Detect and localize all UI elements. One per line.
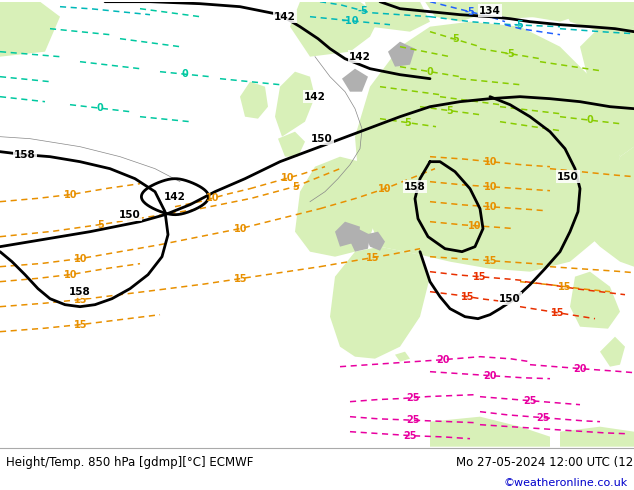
Text: 158: 158 <box>69 287 91 296</box>
Polygon shape <box>520 1 590 22</box>
Text: Height/Temp. 850 hPa [gdmp][°C] ECMWF: Height/Temp. 850 hPa [gdmp][°C] ECMWF <box>6 456 254 469</box>
Text: Mo 27-05-2024 12:00 UTC (12+48): Mo 27-05-2024 12:00 UTC (12+48) <box>456 456 634 469</box>
Text: 10: 10 <box>378 184 392 194</box>
Text: 15: 15 <box>74 319 87 330</box>
Text: 15: 15 <box>74 294 87 305</box>
Polygon shape <box>365 339 378 352</box>
Polygon shape <box>275 72 315 137</box>
Text: -5: -5 <box>505 49 515 59</box>
Text: 0: 0 <box>97 103 103 113</box>
Text: 10: 10 <box>484 157 497 167</box>
Text: 15: 15 <box>474 271 487 282</box>
Text: 15: 15 <box>366 253 379 263</box>
Text: 0: 0 <box>586 115 593 125</box>
Text: 5: 5 <box>404 118 411 128</box>
Text: 150: 150 <box>311 134 333 144</box>
Polygon shape <box>395 352 410 362</box>
Polygon shape <box>480 1 540 19</box>
Polygon shape <box>348 262 372 317</box>
Text: -5: -5 <box>450 34 460 44</box>
Text: 15: 15 <box>461 292 474 302</box>
Text: -10: -10 <box>342 16 359 25</box>
Text: 10: 10 <box>63 190 77 199</box>
Text: 25: 25 <box>536 413 550 423</box>
Text: ©weatheronline.co.uk: ©weatheronline.co.uk <box>503 477 628 488</box>
Polygon shape <box>570 271 620 329</box>
Text: 10: 10 <box>281 173 294 183</box>
Text: 134: 134 <box>479 6 501 16</box>
Text: 0: 0 <box>427 67 434 77</box>
Polygon shape <box>330 246 430 359</box>
Text: 150: 150 <box>119 210 141 220</box>
Polygon shape <box>560 1 634 32</box>
Text: -5: -5 <box>357 6 368 16</box>
Polygon shape <box>600 337 625 367</box>
Polygon shape <box>560 427 634 447</box>
Polygon shape <box>365 1 430 32</box>
Text: 15: 15 <box>559 282 572 292</box>
Text: 158: 158 <box>404 182 426 192</box>
Polygon shape <box>342 69 368 92</box>
Text: -5: -5 <box>465 7 476 17</box>
Text: 158: 158 <box>14 149 36 160</box>
Text: 25: 25 <box>524 396 537 406</box>
Text: 25: 25 <box>406 415 420 425</box>
Polygon shape <box>240 82 268 119</box>
Text: 142: 142 <box>274 12 296 22</box>
Polygon shape <box>590 147 634 267</box>
Text: 5: 5 <box>97 220 104 230</box>
Text: 10: 10 <box>74 254 87 264</box>
Text: 10: 10 <box>484 182 497 192</box>
Text: 142: 142 <box>304 92 326 102</box>
Text: 5: 5 <box>447 106 453 116</box>
Text: 142: 142 <box>164 192 186 202</box>
Text: 0: 0 <box>182 69 188 79</box>
Polygon shape <box>425 1 490 22</box>
Text: 142: 142 <box>349 51 371 62</box>
Text: 15: 15 <box>484 256 497 266</box>
Polygon shape <box>580 26 634 157</box>
Text: 15: 15 <box>551 308 564 318</box>
Polygon shape <box>335 221 360 246</box>
Polygon shape <box>365 232 385 251</box>
Text: 20: 20 <box>573 364 587 374</box>
Polygon shape <box>295 157 380 257</box>
Text: 5: 5 <box>292 182 299 192</box>
Polygon shape <box>348 229 370 252</box>
Text: 20: 20 <box>436 355 450 365</box>
Text: 10: 10 <box>469 220 482 231</box>
Text: 10: 10 <box>206 193 219 203</box>
Polygon shape <box>355 22 620 271</box>
Text: 10: 10 <box>63 270 77 280</box>
Text: 15: 15 <box>233 273 247 284</box>
Polygon shape <box>430 416 550 447</box>
Polygon shape <box>0 1 60 57</box>
Text: -5: -5 <box>514 20 524 30</box>
Text: 10: 10 <box>233 223 247 234</box>
Polygon shape <box>290 1 380 57</box>
Text: 25: 25 <box>403 431 417 441</box>
Text: 25: 25 <box>406 392 420 403</box>
Polygon shape <box>388 42 415 67</box>
Text: 20: 20 <box>484 371 497 381</box>
Text: 150: 150 <box>499 294 521 304</box>
Text: 150: 150 <box>557 172 579 182</box>
Polygon shape <box>278 132 305 157</box>
Text: 10: 10 <box>484 202 497 212</box>
